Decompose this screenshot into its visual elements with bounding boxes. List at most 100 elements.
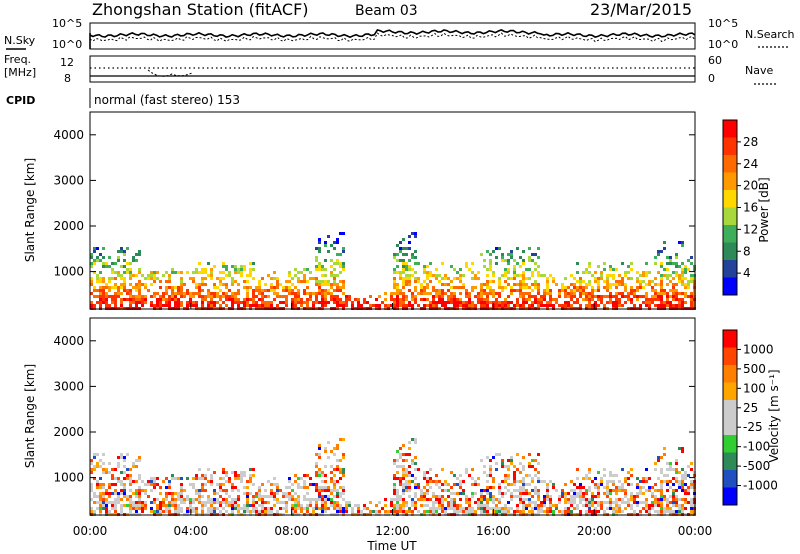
power-cell: [171, 292, 174, 295]
velocity-cell: [492, 507, 495, 510]
power-cell: [483, 298, 486, 301]
power-cell: [315, 259, 318, 262]
power-cell: [654, 262, 657, 265]
power-cell: [180, 292, 183, 295]
velocity-cell: [120, 483, 123, 486]
velocity-cell: [606, 507, 609, 510]
velocity-cell: [684, 507, 687, 510]
power-cell: [402, 238, 405, 241]
velocity-cell: [690, 486, 693, 489]
power-cell: [600, 301, 603, 304]
power-cell: [258, 280, 261, 283]
velocity-cell: [477, 507, 480, 510]
power-cell: [648, 280, 651, 283]
velocity-cell: [651, 507, 654, 510]
power-cell: [411, 292, 414, 295]
velocity-cell: [660, 471, 663, 474]
velocity-cell: [129, 474, 132, 477]
power-cell: [219, 298, 222, 301]
velocity-cell: [615, 498, 618, 501]
velocity-cell: [660, 507, 663, 510]
velocity-cell: [624, 480, 627, 483]
power-cell: [507, 262, 510, 265]
power-cell: [180, 277, 183, 280]
velocity-cell: [336, 504, 339, 507]
power-cell: [258, 292, 261, 295]
velocity-cell: [315, 453, 318, 456]
power-cell: [549, 304, 552, 307]
power-cell: [123, 265, 126, 268]
velocity-cell: [222, 498, 225, 501]
velocity-cell: [399, 456, 402, 459]
noise-search-series: [89, 32, 696, 43]
velocity-cell: [390, 498, 393, 501]
velocity-cell: [519, 471, 522, 474]
power-cell: [108, 295, 111, 298]
power-cell: [372, 304, 375, 307]
noise-sky-label: N.Sky: [4, 34, 36, 47]
velocity-cell: [258, 498, 261, 501]
power-cell: [498, 304, 501, 307]
velocity-cell: [132, 504, 135, 507]
velocity-cell: [153, 480, 156, 483]
power-cell: [537, 301, 540, 304]
power-cell: [315, 268, 318, 271]
power-cell: [576, 262, 579, 265]
power-cell: [453, 298, 456, 301]
velocity-cell: [333, 480, 336, 483]
velocity-cell: [339, 486, 342, 489]
velocity-cell: [117, 501, 120, 504]
power-cell: [237, 304, 240, 307]
velocity-cell: [270, 510, 273, 513]
power-cell: [168, 298, 171, 301]
power-cell: [144, 295, 147, 298]
power-cell: [306, 298, 309, 301]
power-cell: [669, 274, 672, 277]
power-cell: [540, 304, 543, 307]
velocity-cell: [615, 489, 618, 492]
velocity-cell: [648, 486, 651, 489]
velocity-cell: [273, 477, 276, 480]
velocity-cell: [468, 501, 471, 504]
velocity-cell: [384, 510, 387, 513]
velocity-cell: [321, 498, 324, 501]
power-cell: [495, 304, 498, 307]
power-cell: [534, 253, 537, 256]
velocity-cell: [321, 504, 324, 507]
velocity-cell: [570, 501, 573, 504]
velocity-cell: [675, 504, 678, 507]
power-cell: [567, 304, 570, 307]
power-cell: [609, 301, 612, 304]
power-cell: [411, 298, 414, 301]
velocity-cell: [264, 489, 267, 492]
velocity-cell: [285, 507, 288, 510]
power-cell: [153, 292, 156, 295]
velocity-cell: [210, 498, 213, 501]
power-cell: [543, 292, 546, 295]
velocity-cell: [441, 489, 444, 492]
power-cell: [297, 271, 300, 274]
velocity-cell: [126, 453, 129, 456]
velocity-cell: [498, 453, 501, 456]
velocity-cell: [342, 492, 345, 495]
velocity-cell: [156, 498, 159, 501]
power-cell: [168, 277, 171, 280]
power-cell: [123, 271, 126, 274]
velocity-cell: [246, 501, 249, 504]
power-cell: [186, 304, 189, 307]
velocity-cell: [600, 477, 603, 480]
power-cell: [561, 304, 564, 307]
power-cell: [171, 295, 174, 298]
power-cell: [636, 295, 639, 298]
power-cell: [504, 268, 507, 271]
power-cell: [585, 268, 588, 271]
power-cell: [330, 259, 333, 262]
velocity-cell: [441, 468, 444, 471]
power-cell: [405, 298, 408, 301]
power-cell: [513, 289, 516, 292]
power-cell: [417, 292, 420, 295]
power-cell: [666, 277, 669, 280]
power-cell: [675, 298, 678, 301]
power-cell: [375, 298, 378, 301]
velocity-cell: [327, 456, 330, 459]
